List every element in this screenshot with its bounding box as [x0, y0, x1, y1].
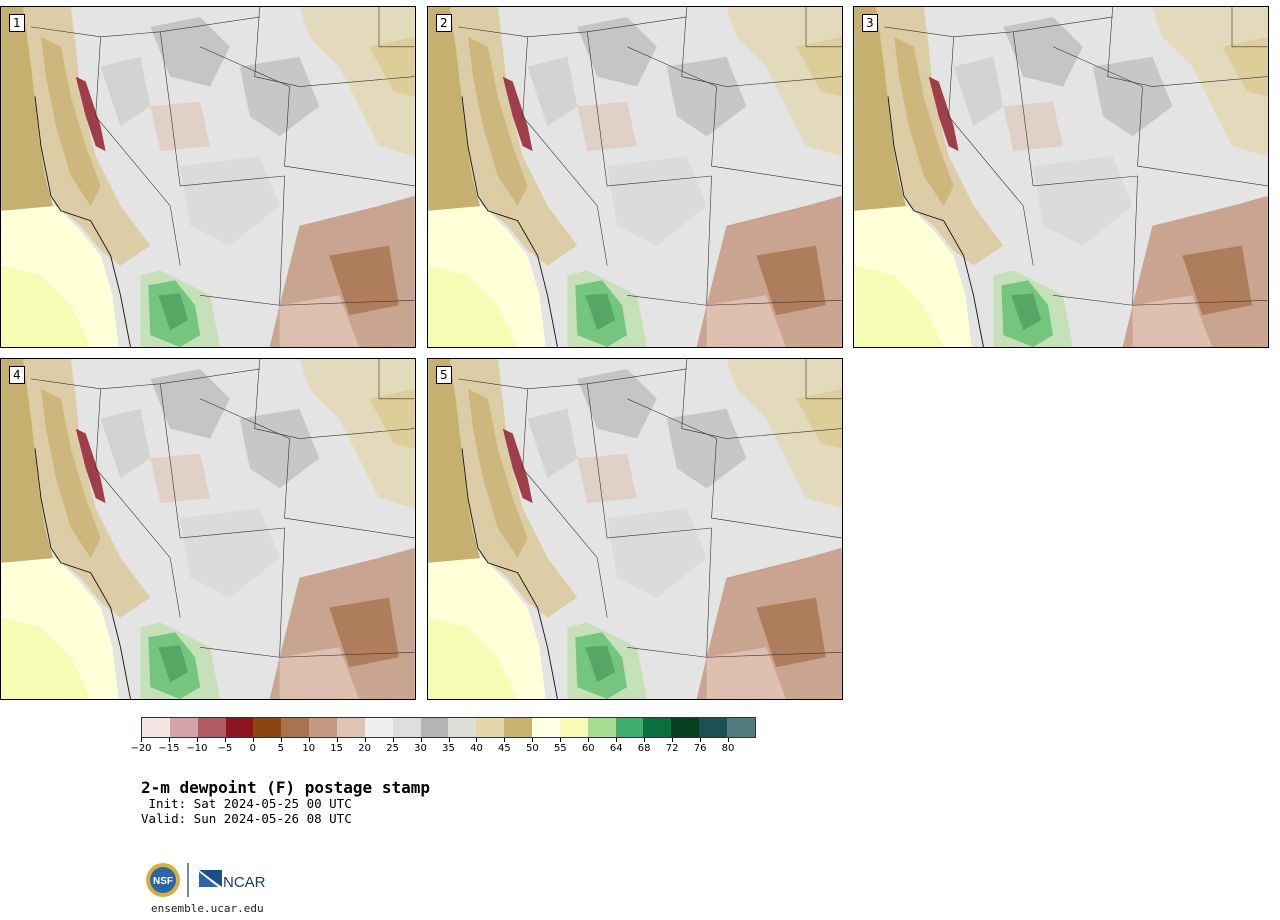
colorbar-swatch [309, 718, 338, 737]
map-panel-3: 3 [853, 6, 1269, 348]
panel-number: 3 [862, 14, 878, 32]
colorbar-ticks: −20 −15 −10 −5 0 5 10 15 20 25 30 35 40 45 50 55 60 64 68 7… [130, 738, 756, 758]
panel-number: 4 [9, 366, 25, 384]
ncar-logo-text: NCAR [223, 874, 266, 891]
colorbar-swatch [392, 718, 421, 737]
tick-label: −15 [158, 743, 180, 754]
colorbar-swatch [587, 718, 616, 737]
colorbar-swatch [643, 718, 672, 737]
panel-number: 1 [9, 14, 25, 32]
tick-mark [168, 738, 170, 742]
colorbar-swatch [281, 718, 310, 737]
tick-label: 80 [721, 743, 735, 754]
colorbar-swatch [253, 718, 282, 737]
tick-mark [504, 738, 506, 742]
tick-label: 0 [249, 743, 256, 754]
page-title: 2-m dewpoint (F) postage stamp [141, 778, 430, 797]
colorbar-swatch [225, 718, 254, 737]
tick-mark [364, 738, 366, 742]
map-panel-5: 5 [427, 358, 843, 700]
dewpoint-map [1, 359, 415, 699]
tick-mark [476, 738, 478, 742]
tick-mark [141, 738, 142, 742]
colorbar-swatch [699, 718, 728, 737]
colorbar-swatch [559, 718, 588, 737]
ncar-logo: NCAR [199, 870, 266, 891]
tick-label: 15 [330, 743, 344, 754]
tick-mark [392, 738, 394, 742]
website-url[interactable]: ensemble.ucar.edu [151, 902, 264, 915]
colorbar-swatch [420, 718, 449, 737]
colorbar-swatch [364, 718, 393, 737]
tick-label: 40 [470, 743, 483, 754]
tick-label: 20 [358, 743, 371, 754]
colorbar-swatch [169, 718, 198, 737]
tick-label: −5 [217, 743, 233, 754]
panel-number: 5 [436, 366, 452, 384]
map-panel-2: 2 [427, 6, 843, 348]
valid-time: Valid: Sun 2024-05-26 08 UTC [141, 811, 352, 826]
tick-mark [616, 738, 618, 742]
tick-mark [448, 738, 450, 742]
tick-mark [308, 738, 310, 742]
dewpoint-map [428, 7, 842, 347]
panel-number: 2 [436, 14, 452, 32]
colorbar-swatch [532, 718, 560, 737]
tick-mark [560, 738, 562, 742]
tick-mark [588, 738, 590, 742]
map-panel-4: 4 [0, 358, 416, 700]
tick-mark [532, 738, 534, 742]
tick-mark [280, 738, 282, 742]
tick-label: 45 [498, 743, 511, 754]
dewpoint-map [428, 359, 842, 699]
tick-label: 64 [609, 743, 623, 754]
tick-mark [224, 738, 226, 742]
tick-mark [644, 738, 646, 742]
colorbar-swatch [337, 718, 365, 737]
colorbar-swatch [197, 718, 226, 737]
tick-mark [728, 738, 730, 742]
logos: NSF NCAR [146, 863, 266, 897]
tick-label: 76 [693, 743, 707, 754]
tick-label: 72 [665, 743, 679, 754]
tick-mark [336, 738, 338, 742]
init-time: Init: Sat 2024-05-25 00 UTC [141, 796, 352, 811]
colorbar-swatch [727, 718, 755, 737]
tick-label: 5 [277, 743, 284, 754]
dewpoint-map [1, 7, 415, 347]
colorbar-swatch [142, 718, 170, 737]
tick-mark [672, 738, 674, 742]
colorbar-swatch [476, 718, 505, 737]
tick-label: 55 [553, 743, 567, 754]
tick-mark [252, 738, 254, 742]
colorbar-swatch [671, 718, 700, 737]
tick-mark [196, 738, 198, 742]
colorbar-swatch [504, 718, 533, 737]
tick-label: 10 [302, 743, 316, 754]
dewpoint-map [854, 7, 1268, 347]
colorbar [141, 717, 756, 738]
tick-label: 25 [386, 743, 399, 754]
tick-label: 68 [637, 743, 651, 754]
tick-label: 30 [414, 743, 427, 754]
tick-label: −10 [186, 743, 208, 754]
tick-label: 60 [581, 743, 595, 754]
tick-label: −20 [130, 743, 152, 754]
map-panel-1: 1 [0, 6, 416, 348]
colorbar-swatch [615, 718, 644, 737]
tick-label: 35 [442, 743, 455, 754]
nsf-logo: NSF [146, 863, 180, 897]
tick-mark [420, 738, 422, 742]
tick-label: 50 [525, 743, 539, 754]
colorbar-swatch [448, 718, 477, 737]
tick-mark [700, 738, 702, 742]
nsf-logo-text: NSF [153, 876, 173, 887]
